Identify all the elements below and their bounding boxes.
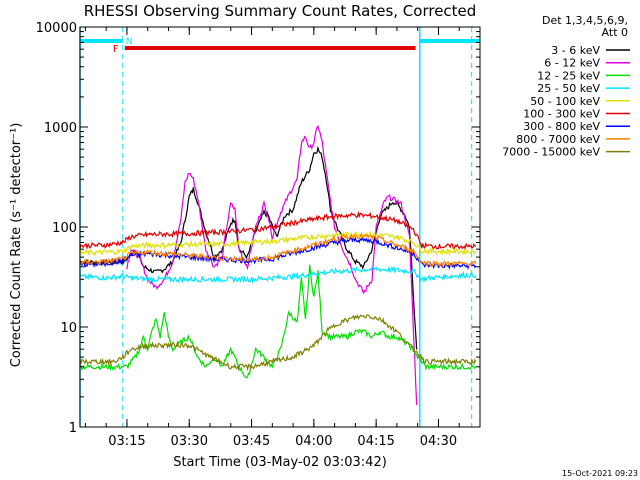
x-axis-label: Start Time (03-May-02 03:03:42) [173,455,387,470]
legend-header: Att 0 [602,26,628,39]
legend-entry-label: 300 - 800 keV [523,120,600,133]
legend-entry-label: 7000 - 15000 keV [502,146,600,159]
series-line-2 [79,264,477,379]
legend-entry-label: 50 - 100 keV [530,95,600,108]
series-line-3 [79,265,477,284]
legend-entry-label: 3 - 6 keV [551,44,600,57]
x-tick-label: 03:45 [233,434,270,449]
y-tick-label: 100 [52,221,77,236]
x-tick-label: 04:30 [420,434,457,449]
chart-title: RHESSI Observing Summary Count Rates, Co… [84,2,477,20]
y-axis-label: Corrected Count Rate (s⁻¹ detector⁻¹) [9,123,24,368]
legend-entry-label: 12 - 25 keV [537,69,600,82]
legend-entry-label: 25 - 50 keV [537,82,600,95]
timestamp: 15-Oct-2021 09:23 [562,469,638,478]
plot-area: NF [79,27,480,427]
x-tick-label: 03:15 [108,434,145,449]
axes: 1 10 100 1000 10000 03:15 03:30 03:45 04:00 04:15… [36,21,481,449]
series-line-5 [79,210,477,251]
x-tick-label: 04:15 [357,434,394,449]
y-tick-label: 10000 [36,21,77,36]
legend-entry-label: 6 - 12 keV [544,57,600,70]
series-line-1 [126,124,418,406]
x-tick-label: 03:30 [171,434,208,449]
legend-entry-label: 100 - 300 keV [523,108,600,121]
series-line-7 [80,231,477,268]
flare-flag-label: F [113,44,119,55]
y-tick-label: 10 [60,321,77,336]
night-flag-label: N [126,37,133,47]
legend-entry-label: 800 - 7000 keV [516,133,600,146]
y-tick-label: 1000 [44,121,77,136]
x-tick-label: 04:00 [295,434,332,449]
series-line-8 [79,314,477,372]
legend-header: Det 1,3,4,5,6,9, [542,14,628,27]
y-tick-label: 1 [69,421,77,436]
series-line-4 [79,230,477,257]
